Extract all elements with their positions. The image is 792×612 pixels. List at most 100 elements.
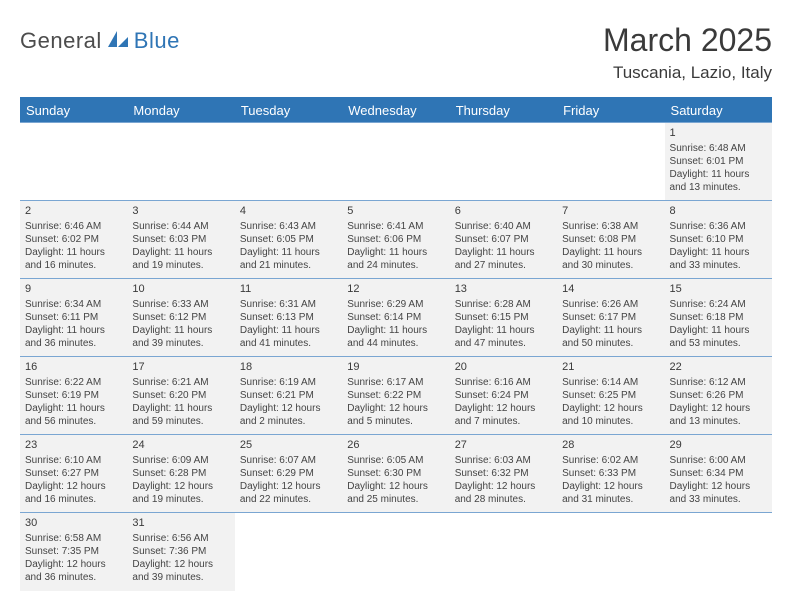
day-number: 6 (455, 204, 552, 218)
calendar-day-cell: 23Sunrise: 6:10 AMSunset: 6:27 PMDayligh… (20, 435, 127, 513)
day-number: 15 (670, 282, 767, 296)
day-detail: Sunset: 6:22 PM (347, 389, 444, 402)
day-detail: and 24 minutes. (347, 259, 444, 272)
day-detail: Sunrise: 6:00 AM (670, 454, 767, 467)
day-detail: Sunset: 6:18 PM (670, 311, 767, 324)
calendar-day-cell (235, 123, 342, 201)
day-detail: Sunset: 6:26 PM (670, 389, 767, 402)
day-number: 1 (670, 126, 767, 140)
day-detail: Sunset: 6:30 PM (347, 467, 444, 480)
day-detail: Sunrise: 6:58 AM (25, 532, 122, 545)
day-detail: and 25 minutes. (347, 493, 444, 506)
weekday-header: Thursday (450, 98, 557, 123)
day-number: 17 (132, 360, 229, 374)
day-detail: Sunrise: 6:16 AM (455, 376, 552, 389)
day-detail: Sunrise: 6:38 AM (562, 220, 659, 233)
calendar-day-cell: 3Sunrise: 6:44 AMSunset: 6:03 PMDaylight… (127, 201, 234, 279)
calendar-day-cell: 13Sunrise: 6:28 AMSunset: 6:15 PMDayligh… (450, 279, 557, 357)
calendar-day-cell: 18Sunrise: 6:19 AMSunset: 6:21 PMDayligh… (235, 357, 342, 435)
day-detail: Sunrise: 6:07 AM (240, 454, 337, 467)
location: Tuscania, Lazio, Italy (603, 63, 772, 83)
day-detail: and 41 minutes. (240, 337, 337, 350)
calendar-day-cell: 5Sunrise: 6:41 AMSunset: 6:06 PMDaylight… (342, 201, 449, 279)
day-detail: Daylight: 12 hours (132, 480, 229, 493)
day-detail: Daylight: 11 hours (562, 246, 659, 259)
day-detail: Sunrise: 6:02 AM (562, 454, 659, 467)
day-detail: Sunrise: 6:48 AM (670, 142, 767, 155)
calendar-day-cell: 21Sunrise: 6:14 AMSunset: 6:25 PMDayligh… (557, 357, 664, 435)
day-detail: Daylight: 11 hours (240, 246, 337, 259)
weekday-header: Tuesday (235, 98, 342, 123)
day-detail: and 13 minutes. (670, 181, 767, 194)
day-number: 14 (562, 282, 659, 296)
calendar-day-cell: 20Sunrise: 6:16 AMSunset: 6:24 PMDayligh… (450, 357, 557, 435)
day-detail: Sunset: 6:17 PM (562, 311, 659, 324)
day-detail: Sunrise: 6:44 AM (132, 220, 229, 233)
day-detail: Sunset: 6:06 PM (347, 233, 444, 246)
day-detail: Sunset: 6:28 PM (132, 467, 229, 480)
calendar-day-cell (450, 513, 557, 591)
day-detail: Sunrise: 6:05 AM (347, 454, 444, 467)
day-detail: Daylight: 11 hours (670, 168, 767, 181)
day-number: 11 (240, 282, 337, 296)
day-detail: Daylight: 11 hours (240, 324, 337, 337)
day-detail: Sunset: 6:13 PM (240, 311, 337, 324)
day-detail: Daylight: 12 hours (240, 402, 337, 415)
calendar-day-cell: 24Sunrise: 6:09 AMSunset: 6:28 PMDayligh… (127, 435, 234, 513)
day-number: 29 (670, 438, 767, 452)
day-detail: Sunset: 6:34 PM (670, 467, 767, 480)
day-number: 2 (25, 204, 122, 218)
weekday-header: Saturday (665, 98, 772, 123)
day-detail: Sunrise: 6:31 AM (240, 298, 337, 311)
day-detail: Sunset: 7:35 PM (25, 545, 122, 558)
day-number: 3 (132, 204, 229, 218)
calendar-day-cell: 11 Sunrise: 6:31 AMSunset: 6:13 PMDayligh… (235, 279, 342, 357)
day-detail: Sunrise: 6:03 AM (455, 454, 552, 467)
day-detail: Daylight: 12 hours (562, 402, 659, 415)
day-detail: and 30 minutes. (562, 259, 659, 272)
day-detail: Daylight: 11 hours (455, 246, 552, 259)
day-detail: and 50 minutes. (562, 337, 659, 350)
calendar-day-cell: 29Sunrise: 6:00 AMSunset: 6:34 PMDayligh… (665, 435, 772, 513)
day-detail: and 36 minutes. (25, 571, 122, 584)
day-detail: Daylight: 12 hours (347, 480, 444, 493)
day-number: 13 (455, 282, 552, 296)
day-number: 10 (132, 282, 229, 296)
day-detail: Daylight: 12 hours (25, 480, 122, 493)
day-detail: and 19 minutes. (132, 259, 229, 272)
calendar-week-row: 1Sunrise: 6:48 AMSunset: 6:01 PMDaylight… (20, 123, 772, 201)
day-detail: Daylight: 11 hours (562, 324, 659, 337)
calendar-day-cell: 22Sunrise: 6:12 AMSunset: 6:26 PMDayligh… (665, 357, 772, 435)
day-detail: Daylight: 11 hours (347, 324, 444, 337)
day-detail: Sunset: 6:11 PM (25, 311, 122, 324)
calendar-day-cell: 30Sunrise: 6:58 AMSunset: 7:35 PMDayligh… (20, 513, 127, 591)
day-number: 19 (347, 360, 444, 374)
header: General Blue March 2025 Tuscania, Lazio,… (20, 22, 772, 83)
day-detail: and 44 minutes. (347, 337, 444, 350)
day-number: 24 (132, 438, 229, 452)
day-detail: Sunrise: 6:34 AM (25, 298, 122, 311)
calendar-day-cell (342, 513, 449, 591)
day-detail: and 56 minutes. (25, 415, 122, 428)
day-detail: Sunset: 6:27 PM (25, 467, 122, 480)
weekday-header-row: Sunday Monday Tuesday Wednesday Thursday… (20, 98, 772, 123)
calendar-day-cell: 19Sunrise: 6:17 AMSunset: 6:22 PMDayligh… (342, 357, 449, 435)
day-detail: Daylight: 11 hours (25, 246, 122, 259)
day-detail: Daylight: 11 hours (132, 402, 229, 415)
day-detail: Sunrise: 6:40 AM (455, 220, 552, 233)
calendar-week-row: 2Sunrise: 6:46 AMSunset: 6:02 PMDaylight… (20, 201, 772, 279)
logo-text-blue: Blue (134, 28, 180, 54)
day-detail: Sunset: 6:14 PM (347, 311, 444, 324)
day-detail: Daylight: 11 hours (347, 246, 444, 259)
calendar-day-cell: 15Sunrise: 6:24 AMSunset: 6:18 PMDayligh… (665, 279, 772, 357)
day-detail: Sunset: 6:15 PM (455, 311, 552, 324)
logo-text-general: General (20, 28, 102, 54)
logo: General Blue (20, 28, 180, 54)
day-detail: and 28 minutes. (455, 493, 552, 506)
day-number: 28 (562, 438, 659, 452)
calendar-day-cell: 2Sunrise: 6:46 AMSunset: 6:02 PMDaylight… (20, 201, 127, 279)
day-detail: and 27 minutes. (455, 259, 552, 272)
calendar-day-cell: 8Sunrise: 6:36 AMSunset: 6:10 PMDaylight… (665, 201, 772, 279)
day-detail: Sunrise: 6:14 AM (562, 376, 659, 389)
day-detail: Sunset: 6:05 PM (240, 233, 337, 246)
